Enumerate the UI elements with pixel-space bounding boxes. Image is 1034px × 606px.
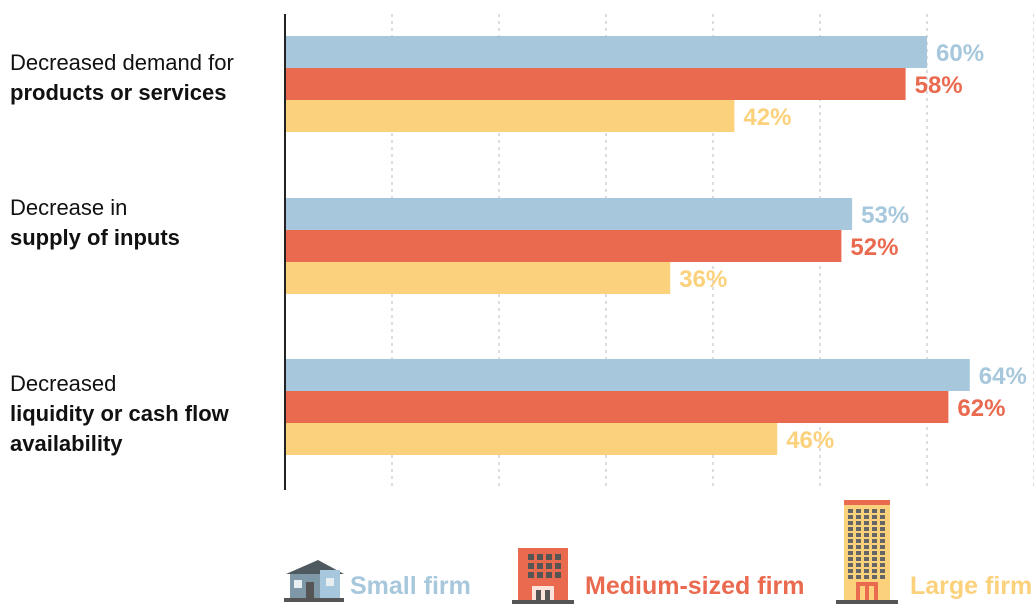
bar bbox=[285, 359, 970, 391]
data-label: 62% bbox=[957, 395, 1005, 422]
data-label: 42% bbox=[743, 104, 791, 131]
bar bbox=[285, 36, 927, 68]
bar bbox=[285, 423, 778, 455]
category-label-demand: Decreased demand for products or service… bbox=[10, 50, 234, 105]
bar bbox=[285, 198, 853, 230]
data-label: 64% bbox=[979, 363, 1027, 390]
bar bbox=[285, 391, 949, 423]
bar bbox=[285, 100, 735, 132]
bar bbox=[285, 230, 842, 262]
data-label: 60% bbox=[936, 40, 984, 67]
data-label: 53% bbox=[861, 202, 909, 229]
category-label-liquidity: Decreased liquidity or cash flow availab… bbox=[10, 371, 229, 456]
bar bbox=[285, 68, 906, 100]
data-label: 58% bbox=[915, 72, 963, 99]
data-label: 52% bbox=[850, 234, 898, 261]
data-label: 46% bbox=[786, 427, 834, 454]
data-label: 36% bbox=[679, 266, 727, 293]
bar bbox=[285, 262, 671, 294]
category-label-supply: Decrease in supply of inputs bbox=[10, 195, 180, 250]
